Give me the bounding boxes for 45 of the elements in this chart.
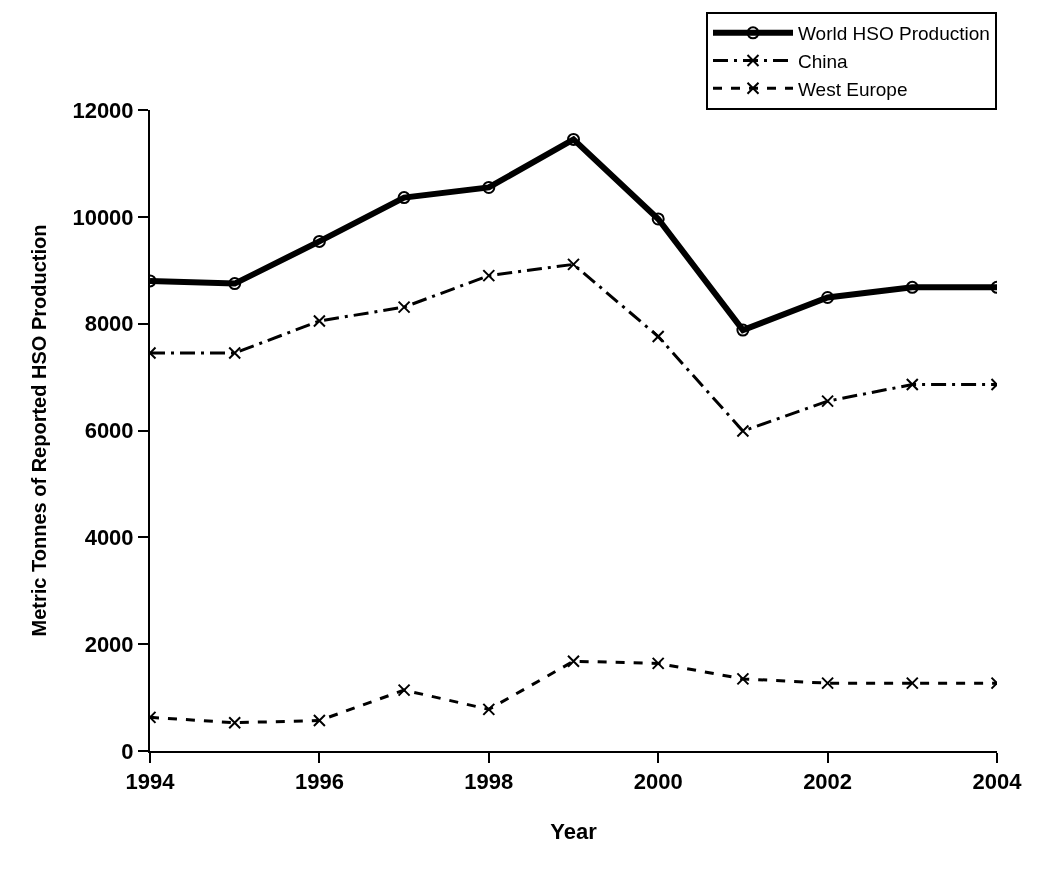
point — [397, 191, 411, 205]
point — [397, 300, 411, 314]
point — [312, 314, 326, 328]
point — [651, 329, 665, 343]
point — [651, 656, 665, 670]
point — [228, 716, 242, 730]
point — [228, 346, 242, 360]
x-axis-title: Year — [550, 818, 598, 844]
point — [821, 676, 835, 690]
point — [228, 277, 242, 291]
x-tick-label: 1996 — [294, 769, 344, 795]
point — [821, 394, 835, 408]
point — [567, 257, 580, 271]
point — [312, 234, 326, 248]
point — [905, 676, 919, 690]
y-tick-label: 0 — [121, 738, 134, 764]
legend-label: China — [798, 50, 849, 72]
point — [567, 132, 580, 146]
point — [821, 290, 835, 304]
point — [651, 212, 665, 226]
x-tick-label: 2000 — [633, 769, 683, 795]
y-tick-label: 8000 — [84, 311, 134, 337]
point — [482, 269, 496, 283]
point — [482, 180, 496, 194]
x-tick-label: 2004 — [972, 769, 1023, 795]
point — [397, 683, 411, 697]
legend-label: World HSO Production — [798, 23, 990, 45]
x-tick-label: 1994 — [125, 769, 176, 795]
point — [905, 378, 919, 392]
legend-label: West Europe — [798, 78, 908, 100]
y-tick-label: 12000 — [72, 97, 134, 123]
x-tick-label: 2002 — [803, 769, 853, 795]
y-tick-label: 2000 — [84, 631, 134, 657]
y-tick-label: 10000 — [72, 204, 134, 230]
point — [312, 714, 326, 728]
point — [736, 323, 750, 337]
x-tick-label: 1998 — [464, 769, 514, 795]
point — [905, 280, 919, 294]
point — [482, 702, 496, 716]
point — [736, 672, 750, 686]
y-tick-label: 4000 — [84, 525, 134, 551]
y-tick-label: 6000 — [84, 418, 134, 444]
y-axis-title: Metric Tonnes of Reported HSO Production — [28, 224, 51, 637]
point — [736, 424, 750, 438]
point — [567, 654, 580, 668]
